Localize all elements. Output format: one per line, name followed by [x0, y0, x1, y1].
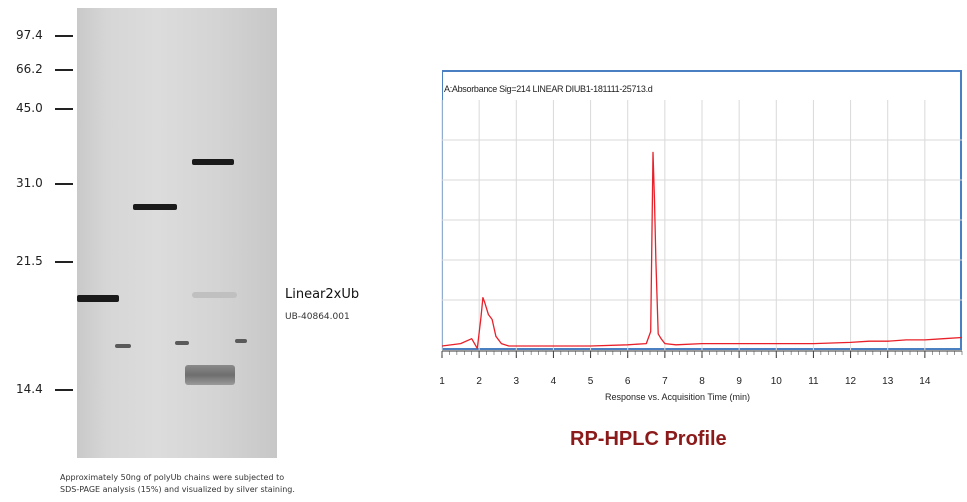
x-tick-label: 9 [736, 376, 742, 387]
x-tick-label: 14 [919, 376, 931, 387]
chart-x-axis [441, 350, 963, 358]
gel-band-lane1 [77, 295, 119, 302]
gel-band-lane2 [133, 204, 177, 210]
gel-faint-band [235, 339, 247, 343]
product-name: Linear2xUb [285, 287, 360, 302]
x-tick-label: 10 [771, 376, 783, 387]
sds-page-gel-image [77, 8, 277, 458]
x-tick-label: 12 [845, 376, 857, 387]
x-tick-label: 3 [514, 376, 520, 387]
x-tick-label: 1 [439, 376, 445, 387]
marker-tick [55, 261, 73, 263]
gel-band-lane3 [192, 159, 234, 165]
x-tick-label: 11 [808, 376, 819, 387]
marker-45-0: 45.0 [0, 101, 80, 117]
gel-caption-line-2: SDS-PAGE analysis (15%) and visualized b… [60, 485, 295, 494]
x-tick-label: 6 [625, 376, 631, 387]
x-tick-label: 2 [476, 376, 482, 387]
marker-66-2: 66.2 [0, 62, 80, 78]
x-tick-label: 13 [882, 376, 894, 387]
x-tick-label: 7 [662, 376, 668, 387]
chart-x-tick-labels: 1 2 3 4 5 6 7 8 9 10 11 12 13 14 [439, 376, 931, 387]
marker-21-5: 21.5 [0, 254, 80, 270]
marker-label: 97.4 [16, 28, 43, 42]
chromatogram-trace [441, 151, 963, 350]
marker-tick [55, 69, 73, 71]
gel-caption-line-1: Approximately 50ng of polyUb chains were… [60, 473, 285, 482]
chart-gridlines [441, 100, 962, 350]
x-tick-label: 8 [699, 376, 705, 387]
gel-smear-lane3 [185, 365, 235, 385]
marker-tick [55, 389, 73, 391]
hplc-caption: RP-HPLC Profile [570, 428, 727, 450]
x-tick-label: 5 [588, 376, 594, 387]
marker-tick [55, 183, 73, 185]
marker-tick [55, 35, 73, 37]
gel-faint-band [175, 341, 189, 345]
product-code: UB-40864.001 [285, 312, 350, 322]
marker-label: 21.5 [16, 254, 43, 268]
marker-label: 31.0 [16, 176, 43, 190]
marker-14-4: 14.4 [0, 382, 80, 398]
marker-tick [55, 108, 73, 110]
gel-faint-band [115, 344, 131, 348]
gel-caption: Approximately 50ng of polyUb chains were… [60, 472, 320, 496]
chart-series [441, 151, 963, 350]
x-tick-label: 4 [551, 376, 557, 387]
gel-faint-smear [192, 292, 237, 298]
marker-label: 45.0 [16, 101, 43, 115]
x-axis-title: Response vs. Acquisition Time (min) [605, 392, 751, 402]
chart-title: A:Absorbance Sig=214 LINEAR DIUB1-181111… [444, 84, 653, 94]
marker-97-4: 97.4 [0, 28, 80, 44]
marker-label: 14.4 [16, 382, 43, 396]
marker-31-0: 31.0 [0, 176, 80, 192]
marker-label: 66.2 [16, 62, 43, 76]
